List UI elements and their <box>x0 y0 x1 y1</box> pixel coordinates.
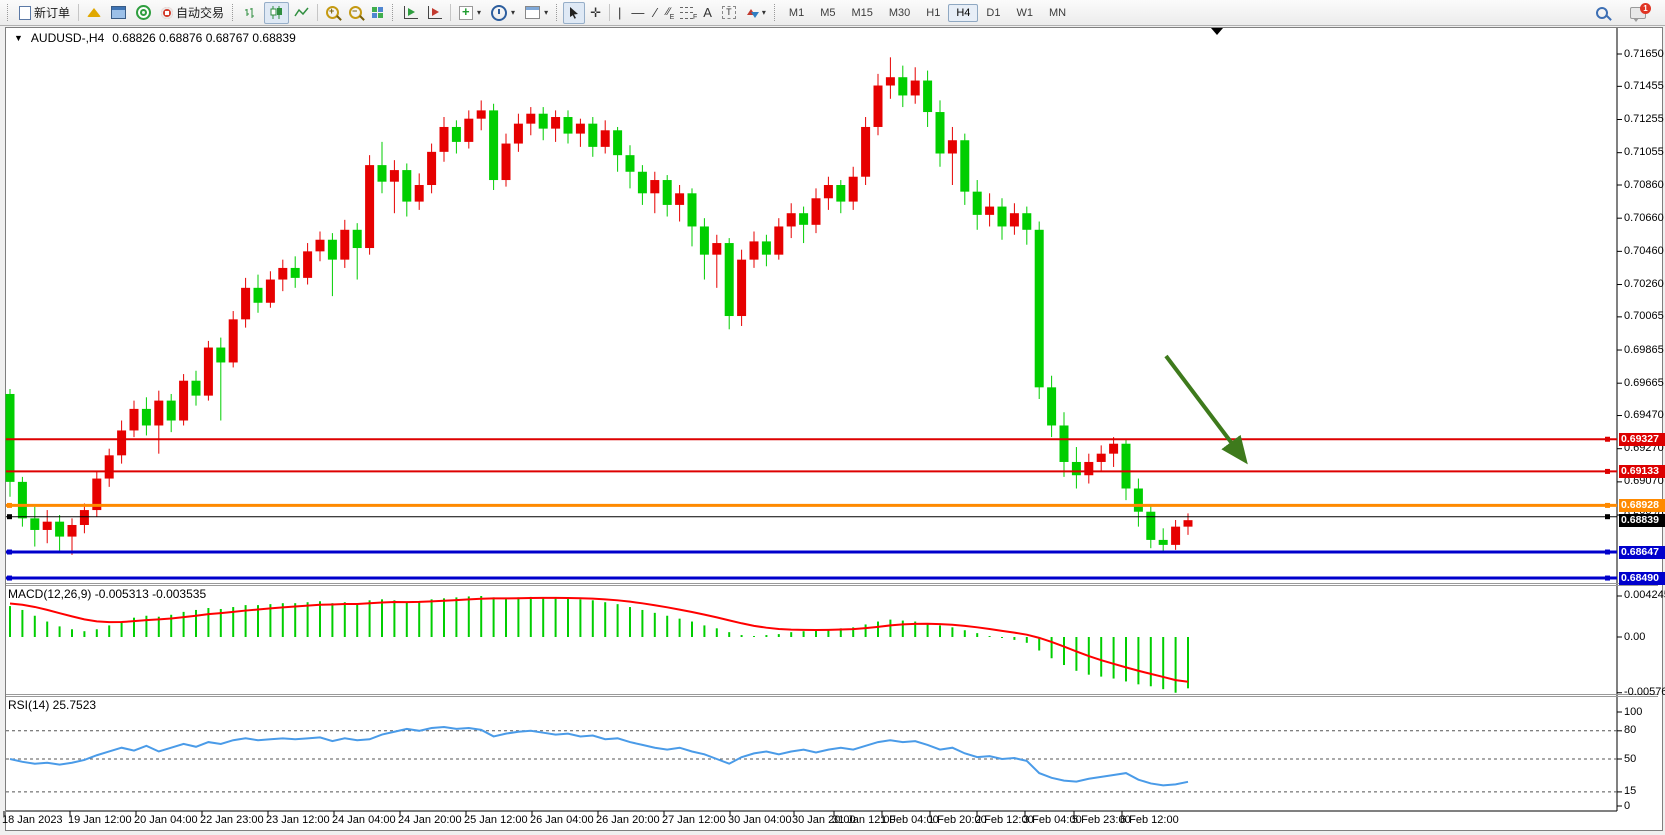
separator <box>78 4 80 21</box>
cursor-icon <box>570 7 579 19</box>
chevron-down-icon: ▾ <box>511 8 516 17</box>
indicators-icon <box>459 4 474 20</box>
toolbar-grip[interactable] <box>556 4 560 21</box>
trendline-button[interactable]: ∕ <box>649 2 661 24</box>
signals-button[interactable] <box>131 2 156 24</box>
gold-ingot-icon <box>87 8 102 17</box>
crosshair-button[interactable]: ✛ <box>585 2 606 24</box>
market-depth-icon <box>111 6 127 19</box>
chart-area[interactable] <box>5 27 1663 831</box>
timeframe-m5-button[interactable]: M5 <box>820 6 836 19</box>
fibonacci-icon: F <box>680 6 697 21</box>
indicators-button[interactable]: ▾ <box>454 2 486 24</box>
notifications-button[interactable]: 1 <box>1625 2 1651 24</box>
timeframe-mn-button[interactable]: MN <box>1048 6 1067 19</box>
crosshair-icon: ✛ <box>590 5 601 20</box>
fibonacci-button[interactable]: F <box>675 2 698 24</box>
zoom-out-icon: − <box>349 6 363 19</box>
templates-button[interactable]: ▾ <box>520 2 553 24</box>
chart-title-bar: ▼ AUDUSD-,H4 0.68826 0.68876 0.68767 0.6… <box>14 31 296 45</box>
periods-button[interactable]: ▾ <box>486 2 520 24</box>
candlestick-chart-button[interactable] <box>264 1 290 24</box>
chart-shift-icon <box>428 6 443 19</box>
horizontal-line-icon: — <box>631 5 645 20</box>
vertical-line-icon: | <box>617 5 622 20</box>
timeframe-h1-button[interactable]: H1 <box>926 6 941 19</box>
auto-trading-button[interactable]: 自动交易 <box>156 2 229 24</box>
separator <box>317 4 319 21</box>
auto-trading-label: 自动交易 <box>176 6 225 20</box>
chevron-down-icon: ▾ <box>761 8 766 17</box>
cursor-button[interactable] <box>563 1 586 24</box>
clock-icon <box>491 4 508 21</box>
toolbar-grip[interactable] <box>773 4 778 21</box>
market-depth-button[interactable] <box>106 2 131 24</box>
horizontal-line-button[interactable]: — <box>626 2 649 24</box>
chevron-down-icon: ▾ <box>477 8 482 17</box>
tile-windows-icon <box>372 6 384 19</box>
auto-trading-icon <box>161 6 174 19</box>
text-button[interactable]: A <box>698 2 717 24</box>
template-icon <box>525 6 541 19</box>
timeframe-d1-button[interactable]: D1 <box>986 6 1001 19</box>
toolbar-grip[interactable] <box>7 4 11 21</box>
trendline-icon: ∕ <box>654 5 657 20</box>
text-icon: A <box>703 5 712 20</box>
chevron-down-icon: ▾ <box>544 8 549 17</box>
zoom-in-icon: + <box>326 6 340 19</box>
timeframe-h4-button[interactable]: H4 <box>948 3 979 22</box>
timeframe-w1-button[interactable]: W1 <box>1016 6 1033 19</box>
auto-scroll-button[interactable] <box>399 2 423 24</box>
channel-button[interactable]: ∕∕ E <box>662 2 676 24</box>
timeframe-m1-button[interactable]: M1 <box>788 6 805 19</box>
line-chart-icon <box>294 7 309 17</box>
symbol-period-title: AUDUSD-,H4 <box>30 31 105 45</box>
vertical-line-button[interactable]: | <box>613 2 626 24</box>
timeframe-group: M1 M5 M15 M30 H1 H4 D1 W1 MN <box>781 3 1074 22</box>
new-order-button[interactable]: 新订单 <box>14 2 75 24</box>
gold-chart-button[interactable] <box>82 2 106 24</box>
signal-icon <box>136 5 152 20</box>
timeframe-m30-button[interactable]: M30 <box>888 6 911 19</box>
arrows-icon <box>746 7 759 19</box>
tile-windows-button[interactable] <box>367 2 389 24</box>
text-label-icon: T <box>721 6 736 19</box>
auto-scroll-icon <box>404 6 419 19</box>
arrows-button[interactable]: ▾ <box>741 2 771 24</box>
separator <box>608 4 610 21</box>
equidistant-channel-icon: ∕∕ E <box>666 6 675 22</box>
zoom-in-button[interactable]: + <box>321 2 344 24</box>
candlestick-icon <box>270 6 283 19</box>
text-label-button[interactable]: T <box>717 2 741 24</box>
new-order-label: 新订单 <box>34 6 71 20</box>
search-icon <box>1596 6 1608 19</box>
timeframe-m15-button[interactable]: M15 <box>851 6 873 19</box>
notification-badge: 1 <box>1640 2 1651 14</box>
bar-chart-button[interactable] <box>239 2 264 24</box>
new-order-icon <box>19 5 31 20</box>
toolbar-grip[interactable] <box>232 4 236 21</box>
line-chart-button[interactable] <box>289 2 314 24</box>
search-button[interactable] <box>1591 2 1613 24</box>
toolbar-grip[interactable] <box>392 4 396 21</box>
bar-chart-icon <box>245 8 255 18</box>
zoom-out-button[interactable]: − <box>344 2 367 24</box>
separator <box>450 4 452 21</box>
chat-bubble-icon: 1 <box>1630 2 1651 22</box>
ohlc-quote-text: 0.68826 0.68876 0.68767 0.68839 <box>112 31 296 45</box>
chart-shift-button[interactable] <box>423 2 447 24</box>
main-toolbar: 新订单 自动交易 + − ▾ ▾ ▾ ✛ | — ∕ ∕∕E F A T ▾ M… <box>0 0 1665 26</box>
collapse-triangle-icon[interactable]: ▼ <box>14 33 23 43</box>
